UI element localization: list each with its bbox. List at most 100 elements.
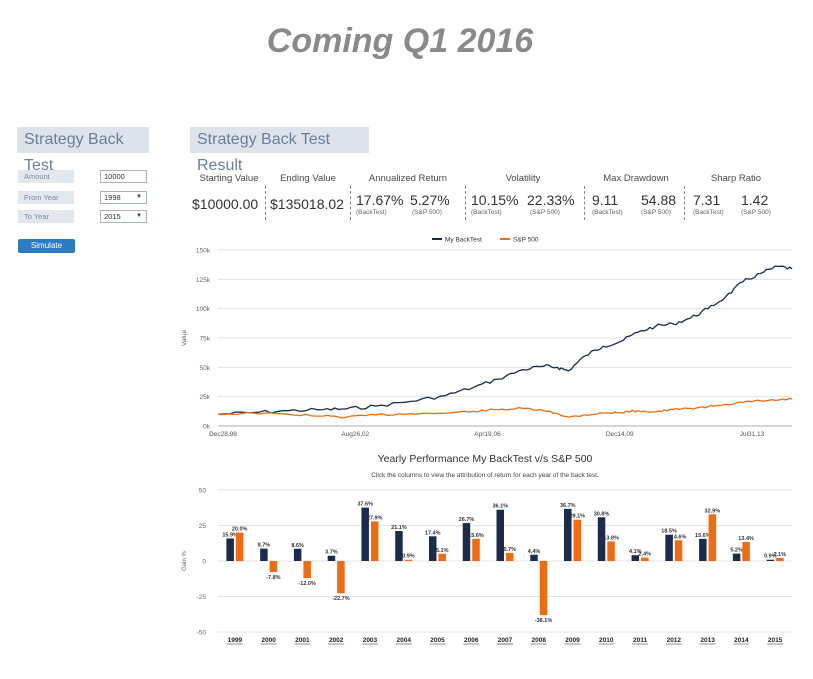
backtest-bar-2006[interactable]: [462, 523, 471, 561]
volatility-head: Volatility: [505, 173, 541, 184]
backtest-value-label-2004: 21.1%: [391, 525, 407, 531]
value-line-chart[interactable]: 0k 25k 50k 75k 100k 125k 150k Value Dec28,98 Aug2…: [170, 230, 800, 445]
sharp-backtest: 7.31: [693, 192, 721, 208]
sp500-value-label-2006: 15.6%: [468, 533, 484, 539]
sp500-bar-1999[interactable]: [235, 532, 244, 561]
backtest-bar-2009[interactable]: [564, 508, 572, 561]
backtest-bar-2004[interactable]: [395, 531, 403, 561]
x-tick-label-2000: 2000: [261, 637, 276, 644]
backtest-bar-2013[interactable]: [699, 538, 707, 561]
backtest-value-label-1999: 15.9%: [222, 532, 238, 538]
sp500-bar-2005[interactable]: [438, 553, 446, 561]
sp500-bar-2012[interactable]: [674, 540, 683, 561]
stat-divider: [465, 186, 466, 220]
y-tick-label: 25: [199, 523, 207, 530]
sp500-bar-2015[interactable]: [776, 558, 784, 561]
y-tick-label: 25k: [200, 394, 211, 401]
sp500-bar-2014[interactable]: [742, 541, 750, 561]
backtest-bar-2005[interactable]: [428, 536, 437, 561]
simulate-button[interactable]: Simulate: [18, 239, 75, 253]
y-tick-label: 150k: [196, 248, 211, 255]
from-year-select[interactable]: 1998 ▼: [100, 191, 147, 204]
sp500-bar-2002[interactable]: [337, 561, 345, 594]
sp500-value-label-2000: -7.8%: [266, 575, 280, 581]
volatility-sp500: 22.33%: [527, 192, 575, 208]
strategy-back-test-title: Strategy Back Test: [17, 127, 149, 174]
x-tick-label: Jul31,13: [740, 431, 765, 438]
y-tick-label: 0: [202, 559, 206, 566]
backtest-bar-2015[interactable]: [766, 559, 775, 561]
sp500-bar-2007[interactable]: [506, 552, 514, 561]
ending-value: $135018.02: [270, 196, 344, 212]
sp500-value-label-2002: -22.7%: [332, 596, 350, 602]
sp500-bar-2011[interactable]: [641, 557, 649, 561]
x-tick-label: Dec28,98: [209, 431, 237, 438]
sp500-bar-2001[interactable]: [303, 561, 311, 579]
backtest-bar-2008[interactable]: [530, 554, 538, 561]
amount-input[interactable]: 10000: [100, 170, 147, 183]
drawdown-backtest: 9.11: [592, 192, 619, 208]
x-tick-label-2012: 2012: [667, 637, 682, 644]
annualized-sp500-sub: (S&P 500): [412, 209, 442, 216]
sp500-bar-2000[interactable]: [269, 561, 278, 573]
chevron-down-icon: ▼: [136, 213, 142, 219]
y-axis-label: Gain %: [182, 551, 188, 571]
backtest-bar-2011[interactable]: [631, 555, 640, 561]
x-tick-label-2002: 2002: [329, 637, 344, 644]
to-year-label: To Year: [18, 210, 74, 223]
backtest-value-label-2011: 4.1%: [629, 549, 642, 555]
sharp-ratio-head: Sharp Ratio: [710, 173, 762, 184]
sp500-value-label-2014: 13.4%: [738, 536, 754, 542]
yearly-performance-bar-chart[interactable]: 50 25 0 -25 -50 Gain % 15.9%20.0% 1999 8.7% -7.8%…: [170, 480, 800, 655]
sp500-value-label-2004: 0.9%: [402, 554, 415, 560]
volatility-backtest: 10.15%: [471, 192, 519, 208]
y-tick-label: 125k: [196, 277, 211, 284]
sharp-sp500-sub: (S&P 500): [741, 209, 771, 216]
backtest-bar-2003[interactable]: [361, 507, 369, 561]
x-tick-label-2007: 2007: [498, 637, 513, 644]
sp500-value-label-2003: 27.9%: [367, 515, 383, 521]
amount-label: Amount: [18, 170, 74, 183]
legend-label: S&P 500: [513, 237, 539, 244]
x-tick-label-2008: 2008: [532, 637, 547, 644]
sp500-bar-2004[interactable]: [404, 559, 413, 561]
y-tick-label: -25: [197, 594, 207, 601]
sp500-bar-2008[interactable]: [539, 561, 548, 616]
yearly-performance-title: Yearly Performance My BackTest v/s S&P 5…: [377, 453, 593, 465]
coming-soon-banner: Coming Q1 2016: [266, 22, 534, 60]
y-tick-label: 50: [199, 488, 207, 495]
backtest-bar-2001[interactable]: [293, 548, 302, 561]
sp500-bar-2013[interactable]: [708, 514, 717, 561]
backtest-bar-2012[interactable]: [665, 534, 673, 561]
backtest-bar-2007[interactable]: [496, 509, 505, 561]
sp500-value-label-2008: -38.1%: [535, 618, 553, 624]
x-tick-label-2014: 2014: [734, 637, 749, 644]
sharp-backtest-sub: (BackTest): [693, 209, 724, 216]
sp500-bar-2003[interactable]: [370, 521, 379, 561]
backtest-line: [217, 265, 793, 415]
to-year-select[interactable]: 2015 ▼: [100, 210, 147, 223]
x-tick-label-2013: 2013: [700, 637, 715, 644]
sp500-bar-2006[interactable]: [472, 538, 480, 561]
backtest-bar-1999[interactable]: [226, 538, 234, 561]
y-axis-label: Value: [181, 330, 188, 347]
backtest-value-label-2005: 17.4%: [425, 530, 441, 536]
x-tick-label-2010: 2010: [599, 637, 614, 644]
backtest-value-label-2014: 5.2%: [730, 548, 743, 554]
y-tick-label: 75k: [200, 336, 211, 343]
x-tick-label: Dec14,09: [606, 431, 634, 438]
drawdown-backtest-sub: (BackTest): [592, 209, 623, 216]
x-tick-label-2009: 2009: [565, 637, 580, 644]
backtest-bar-2002[interactable]: [327, 555, 336, 561]
backtest-bar-2014[interactable]: [732, 553, 741, 561]
stat-divider: [350, 186, 351, 220]
stat-divider: [684, 186, 685, 220]
sp500-bar-2009[interactable]: [573, 519, 582, 561]
sp500-bar-2010[interactable]: [607, 541, 615, 561]
y-tick-label: 50k: [200, 365, 211, 372]
y-tick-label: 0k: [203, 424, 211, 431]
stat-divider: [265, 186, 266, 220]
backtest-bar-2000[interactable]: [260, 548, 268, 561]
max-drawdown-head: Max Drawdown: [603, 173, 669, 184]
backtest-bar-2010[interactable]: [597, 517, 606, 561]
